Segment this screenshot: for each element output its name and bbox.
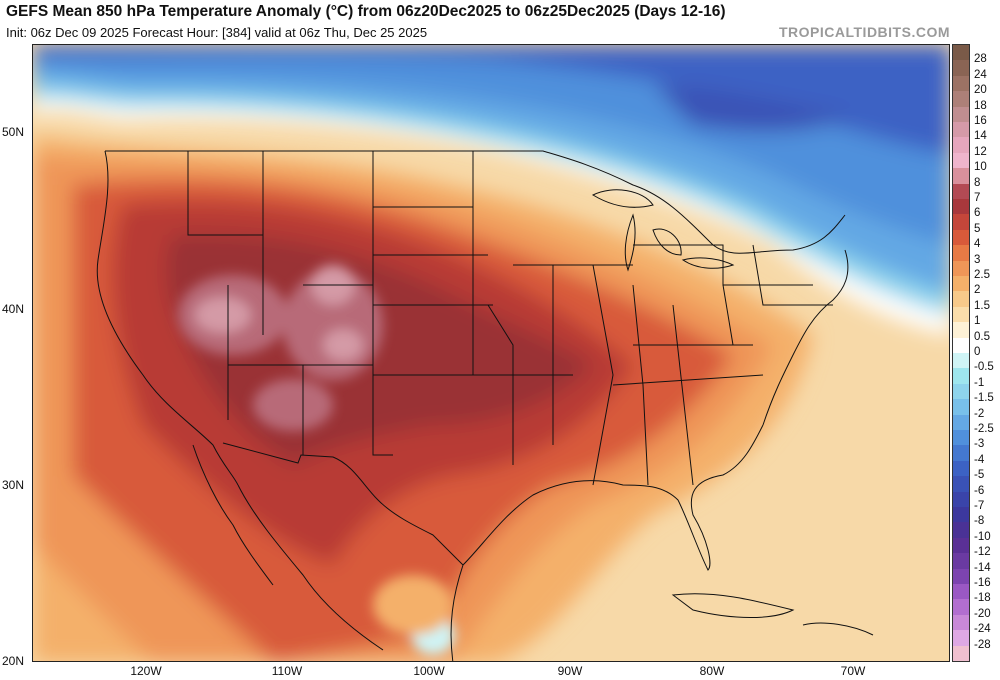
colorbar-swatch: [953, 168, 969, 185]
colorbar-swatch: [953, 568, 969, 585]
colorbar-label: -10: [974, 530, 991, 543]
colorbar-swatch: [953, 214, 969, 231]
colorbar-swatch: [953, 353, 969, 370]
map-subtitle: Init: 06z Dec 09 2025 Forecast Hour: [38…: [6, 25, 428, 40]
colorbar-swatch: [953, 245, 969, 262]
colorbar-label: -2: [974, 407, 985, 420]
colorbar-swatch: [953, 383, 969, 401]
colorbar-swatch: [953, 199, 969, 216]
colorbar-swatch: [953, 183, 969, 200]
colorbar-swatch: [953, 368, 969, 385]
colorbar-swatch: [953, 414, 969, 431]
colorbar-label: 3: [974, 253, 981, 266]
lat-label-50n: 50N: [2, 125, 25, 139]
colorbar-swatch: [953, 445, 969, 462]
geography-lines: [96, 150, 874, 661]
anomaly-map: [32, 44, 950, 662]
colorbar-label: 1: [974, 315, 981, 328]
colorbar-label: -4: [974, 453, 985, 466]
colorbar-label: 24: [974, 68, 987, 81]
colorbar-label: -16: [974, 577, 991, 589]
colorbar-swatch: [953, 599, 969, 616]
colorbar-swatch: [953, 91, 969, 108]
colorbar-swatch: [953, 630, 969, 647]
colorbar-swatch: [953, 491, 969, 508]
lon-label-110w: 110W: [271, 664, 303, 678]
colorbar-label: 7: [974, 192, 981, 204]
colorbar-swatch: [953, 306, 969, 324]
map-canvas: [33, 45, 949, 661]
colorbar-swatch: [953, 522, 969, 539]
lon-label-90w: 90W: [557, 664, 583, 678]
colorbar-label: 16: [974, 115, 987, 127]
colorbar-swatch: [953, 553, 969, 570]
colorbar-swatch: [953, 106, 969, 123]
colorbar-label: -24: [974, 623, 991, 636]
lon-label-100w: 100W: [413, 664, 445, 678]
colorbar-label: -1: [974, 376, 985, 389]
colorbar-label: -2.5: [974, 423, 994, 435]
colorbar-swatch: [953, 75, 969, 93]
colorbar-label: -0.5: [974, 361, 994, 374]
colorbar-swatch: [953, 122, 969, 139]
colorbar: [952, 44, 970, 662]
colorbar-swatch: [953, 337, 969, 354]
colorbar-swatch: [953, 137, 969, 154]
colorbar-label: 6: [974, 207, 981, 220]
colorbar-label: -6: [974, 484, 985, 497]
colorbar-swatch: [953, 152, 969, 170]
brand-watermark: TROPICALTIDBITS.COM: [778, 24, 950, 40]
colorbar-label: -20: [974, 607, 991, 620]
colorbar-label: 5: [974, 222, 981, 235]
colorbar-swatch: [953, 399, 969, 416]
lon-label-70w: 70W: [840, 664, 866, 678]
colorbar-swatch: [953, 276, 969, 293]
colorbar-label: 12: [974, 145, 987, 158]
colorbar-swatch: [953, 507, 969, 524]
colorbar-swatch: [953, 537, 969, 555]
lon-label-120w: 120W: [130, 664, 162, 678]
lat-label-20n: 20N: [2, 654, 25, 668]
colorbar-swatch: [953, 291, 969, 308]
colorbar-label: 2.5: [974, 269, 990, 281]
colorbar-label: 4: [974, 238, 981, 251]
colorbar-swatch: [953, 322, 969, 339]
colorbar-swatch: [953, 260, 969, 277]
colorbar-label: 20: [974, 84, 987, 97]
colorbar-label: 18: [974, 99, 987, 112]
colorbar-label: 10: [974, 161, 987, 174]
colorbar-swatch: [953, 614, 969, 632]
colorbar-label: -5: [974, 469, 985, 482]
colorbar-label: -28: [974, 638, 991, 651]
lat-label-30n: 30N: [2, 478, 25, 492]
colorbar-swatch: [953, 476, 969, 493]
colorbar-label: -3: [974, 438, 985, 451]
lon-label-80w: 80W: [699, 664, 725, 678]
colorbar-swatch: [953, 229, 969, 247]
colorbar-swatch: [953, 430, 969, 447]
colorbar-swatch: [953, 45, 969, 62]
colorbar-label: 0.5: [974, 330, 990, 343]
colorbar-swatch: [953, 60, 969, 77]
map-title: GEFS Mean 850 hPa Temperature Anomaly (°…: [6, 3, 726, 20]
colorbar-label: -12: [974, 546, 991, 559]
colorbar-swatch: [953, 645, 969, 661]
colorbar-swatch: [953, 584, 969, 601]
colorbar-label: -8: [974, 515, 985, 528]
colorbar-swatch: [953, 460, 969, 478]
colorbar-label: -1.5: [974, 392, 994, 405]
colorbar-label: 0: [974, 346, 981, 358]
colorbar-label: -7: [974, 500, 985, 512]
colorbar-label: 8: [974, 176, 981, 189]
colorbar-label: 1.5: [974, 299, 990, 312]
lat-label-40n: 40N: [2, 302, 25, 316]
colorbar-label: -14: [974, 561, 991, 574]
colorbar-label: 28: [974, 53, 987, 66]
colorbar-label: 2: [974, 284, 981, 297]
colorbar-label: -18: [974, 592, 991, 605]
colorbar-label: 14: [974, 130, 987, 143]
